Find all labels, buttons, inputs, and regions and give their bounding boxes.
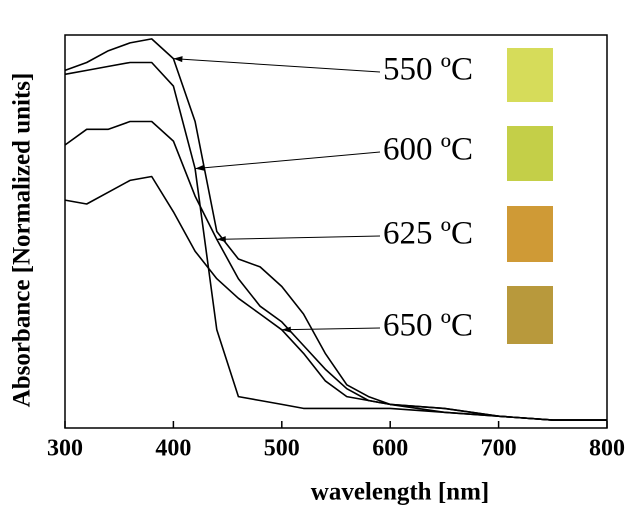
- x-tick-label: 400: [155, 436, 191, 462]
- x-tick-label: 600: [372, 436, 408, 462]
- series-label: 625 ºC: [383, 216, 473, 252]
- arrow-head: [216, 236, 226, 243]
- series-label: 550 ºC: [383, 52, 473, 88]
- series-label: 600 ºC: [383, 132, 473, 168]
- annotation-arrow: [173, 58, 381, 73]
- y-axis-label: Absorbance [Normalized units]: [9, 73, 36, 408]
- arrow-head: [195, 164, 205, 171]
- series-line: [64, 61, 607, 421]
- x-tick-label: 700: [481, 436, 517, 462]
- x-tick-label: 500: [264, 436, 300, 462]
- annotation-arrow: [281, 327, 381, 331]
- x-tick-label: 800: [589, 436, 625, 462]
- swatch: [507, 206, 553, 262]
- x-tick-label: 300: [47, 436, 83, 462]
- annotation-arrow: [195, 151, 381, 170]
- arrow-head: [173, 56, 183, 63]
- arrow-head: [281, 326, 291, 333]
- annotation-arrow: [216, 235, 381, 240]
- swatch: [507, 126, 553, 181]
- swatch: [507, 286, 553, 344]
- series-label: 650 ºC: [383, 308, 473, 344]
- series-line: [64, 175, 607, 421]
- swatch: [507, 48, 553, 102]
- x-axis-label: wavelength [nm]: [311, 479, 489, 506]
- plot-frame: [64, 34, 608, 429]
